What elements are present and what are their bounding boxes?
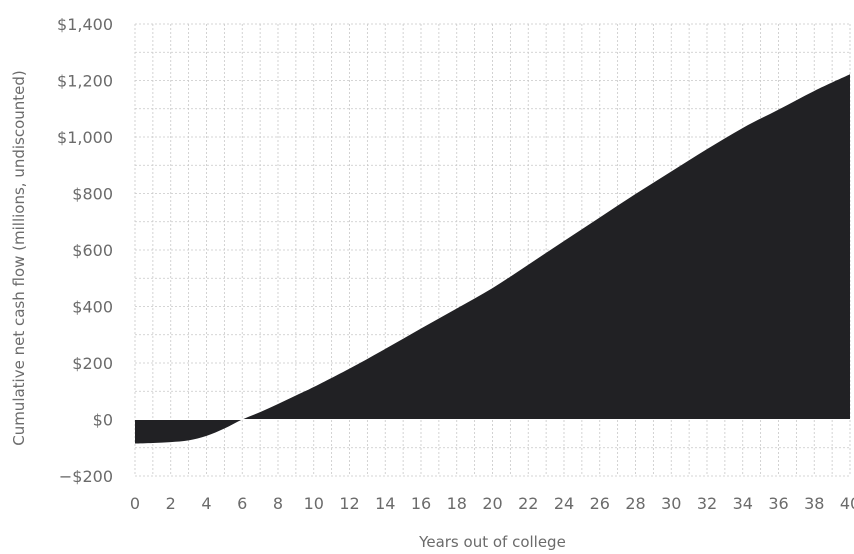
x-tick-label: 26: [590, 494, 610, 513]
x-tick-label: 32: [697, 494, 717, 513]
y-tick-label: $600: [72, 241, 113, 260]
y-axis-title: Cumulative net cash flow (millions, undi…: [10, 70, 28, 446]
x-tick-label: 30: [661, 494, 681, 513]
x-tick-label: 40: [840, 494, 854, 513]
y-tick-label: $0: [93, 411, 113, 430]
x-tick-label: 36: [768, 494, 788, 513]
y-axis-tick-labels: −$200 $0 $200 $400 $600 $800 $1,000 $1,200 $1,40…: [57, 15, 113, 486]
x-tick-label: 14: [375, 494, 395, 513]
y-tick-label: $1,400: [57, 15, 113, 34]
x-axis-title: Years out of college: [418, 533, 566, 551]
y-tick-label: −$200: [59, 467, 113, 486]
x-tick-label: 22: [518, 494, 538, 513]
y-tick-label: $400: [72, 298, 113, 317]
y-tick-label: $800: [72, 185, 113, 204]
cumulative-cash-flow-area: [135, 74, 850, 444]
x-tick-label: 8: [273, 494, 283, 513]
x-tick-label: 16: [411, 494, 431, 513]
x-tick-label: 4: [201, 494, 211, 513]
y-tick-label: $1,000: [57, 128, 113, 147]
x-tick-label: 20: [482, 494, 502, 513]
x-tick-label: 38: [804, 494, 824, 513]
x-tick-label: 12: [339, 494, 359, 513]
x-tick-label: 24: [554, 494, 574, 513]
y-tick-label: $200: [72, 354, 113, 373]
y-tick-label: $1,200: [57, 72, 113, 91]
x-tick-label: 6: [237, 494, 247, 513]
x-axis-tick-labels: 0246810121416182022242628303234363840: [130, 494, 854, 513]
x-tick-label: 10: [304, 494, 324, 513]
x-tick-label: 34: [733, 494, 753, 513]
x-tick-label: 28: [625, 494, 645, 513]
x-tick-label: 2: [166, 494, 176, 513]
x-tick-label: 18: [447, 494, 467, 513]
x-tick-label: 0: [130, 494, 140, 513]
